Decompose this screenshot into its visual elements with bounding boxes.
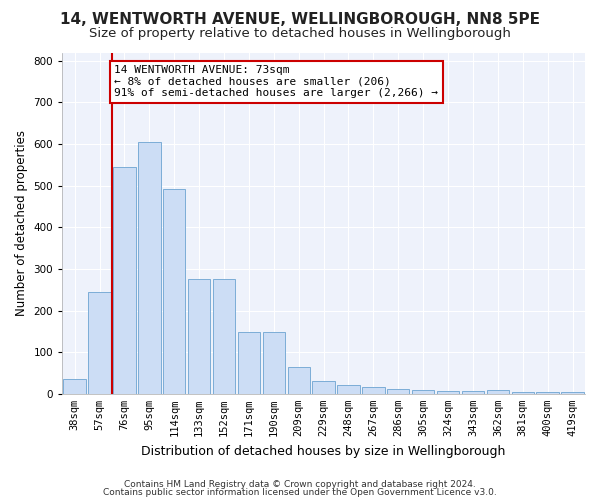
Bar [213,280,235,394]
Y-axis label: Number of detached properties: Number of detached properties [15,130,28,316]
Bar [88,292,111,394]
Bar [387,389,409,394]
Bar [138,142,161,394]
Bar [487,390,509,394]
Bar [287,367,310,394]
Text: Contains HM Land Registry data © Crown copyright and database right 2024.: Contains HM Land Registry data © Crown c… [124,480,476,489]
Bar [313,382,335,394]
X-axis label: Distribution of detached houses by size in Wellingborough: Distribution of detached houses by size … [142,444,506,458]
Bar [462,392,484,394]
Bar [113,167,136,394]
Bar [362,386,385,394]
Bar [412,390,434,394]
Bar [188,280,211,394]
Bar [562,392,584,394]
Bar [263,332,285,394]
Bar [238,332,260,394]
Bar [437,392,459,394]
Bar [512,392,534,394]
Text: Size of property relative to detached houses in Wellingborough: Size of property relative to detached ho… [89,28,511,40]
Bar [163,188,185,394]
Text: Contains public sector information licensed under the Open Government Licence v3: Contains public sector information licen… [103,488,497,497]
Bar [64,379,86,394]
Text: 14, WENTWORTH AVENUE, WELLINGBOROUGH, NN8 5PE: 14, WENTWORTH AVENUE, WELLINGBOROUGH, NN… [60,12,540,28]
Bar [536,392,559,394]
Bar [337,386,360,394]
Text: 14 WENTWORTH AVENUE: 73sqm
← 8% of detached houses are smaller (206)
91% of semi: 14 WENTWORTH AVENUE: 73sqm ← 8% of detac… [115,65,439,98]
